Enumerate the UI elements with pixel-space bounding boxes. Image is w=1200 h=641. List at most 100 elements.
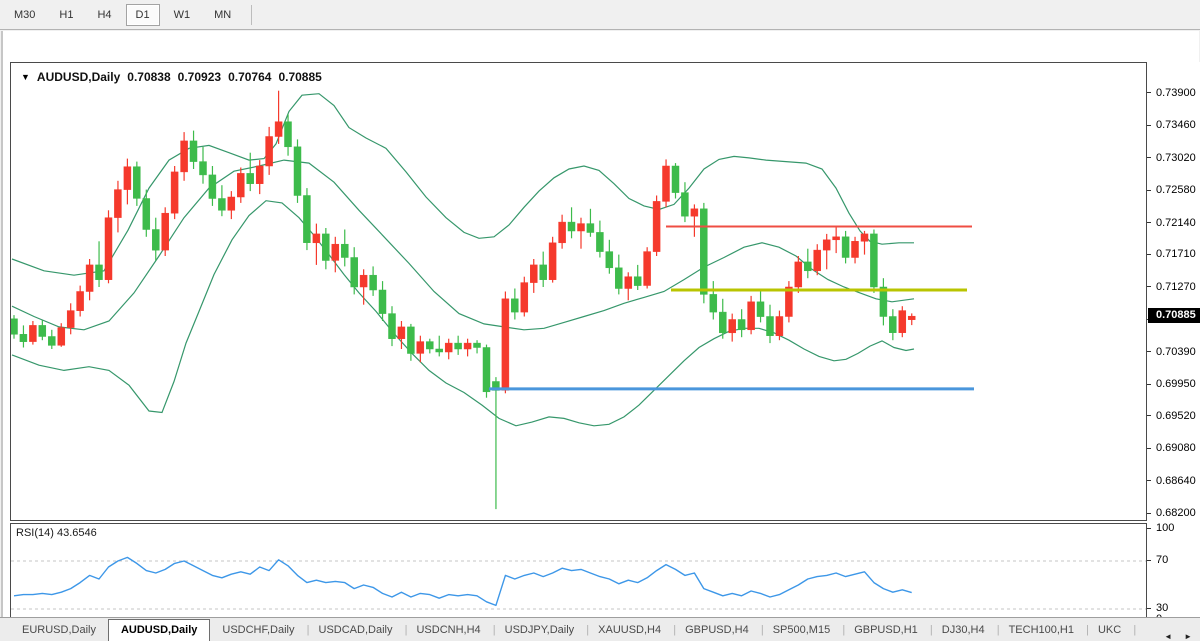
timeframe-button-m30[interactable]: M30 — [14, 8, 36, 21]
price-axis-label: 0.69950 — [1156, 378, 1196, 391]
price-axis-tick — [1147, 447, 1151, 449]
candle-body — [95, 264, 103, 280]
candle-body — [114, 189, 122, 218]
candle-body — [133, 166, 141, 199]
symbol-tab-gbpusd-h4[interactable]: GBPUSD,H4 — [673, 620, 763, 641]
candle-body — [633, 276, 642, 286]
price-axis-label: 0.69080 — [1156, 442, 1196, 455]
candle-body — [785, 286, 793, 317]
candle-body — [615, 267, 623, 289]
candle-body — [813, 249, 821, 272]
candle-body — [822, 239, 831, 251]
candle-body — [66, 310, 75, 328]
tab-scroll-right-icon[interactable]: ► — [1184, 632, 1192, 641]
candle-body — [76, 291, 84, 311]
candle-body — [690, 208, 699, 217]
candle-body — [189, 140, 198, 162]
symbol-tab-sp500-m15[interactable]: SP500,M15 — [761, 620, 846, 641]
price-axis-tick — [1147, 253, 1151, 255]
candle-body — [369, 274, 377, 291]
symbol-tab-gbpusd-h1[interactable]: GBPUSD,H1 — [842, 620, 932, 641]
price-axis[interactable]: 0.73900 0.73460 0.73020 0.72580 0.72140 0.717… — [1147, 62, 1200, 626]
candle-body — [577, 223, 585, 232]
candle-body — [747, 301, 755, 331]
symbol-tab-eurusd-daily[interactable]: EURUSD,Daily — [10, 620, 111, 641]
candle-body — [851, 241, 859, 258]
candle-body — [879, 286, 888, 317]
current-price-badge: 0.70885 — [1148, 308, 1200, 324]
timeframe-button-w1[interactable]: W1 — [173, 8, 191, 21]
candle-body — [567, 221, 576, 232]
rsi-axis-label: 70 — [1156, 554, 1169, 566]
rsi-axis-tick — [1147, 559, 1151, 561]
price-chart-panel[interactable]: ▼ AUDUSD,Daily 0.70838 0.70923 0.70764 0… — [10, 62, 1147, 521]
price-axis-tick — [1147, 415, 1151, 417]
timeframe-button-h1[interactable]: H1 — [59, 8, 74, 21]
candle-body — [331, 243, 340, 261]
price-axis-tick — [1147, 286, 1151, 288]
chart-title-row: ▼ AUDUSD,Daily 0.70838 0.70923 0.70764 0… — [21, 70, 322, 84]
candle-body — [652, 201, 661, 252]
candle-body — [123, 166, 132, 190]
candle-body — [407, 326, 415, 354]
chart-symbol-title: AUDUSD,Daily — [36, 70, 121, 84]
price-axis-label: 0.71270 — [1156, 280, 1196, 293]
candle-body — [643, 251, 651, 286]
candle-body — [454, 342, 462, 350]
candle-body — [889, 316, 897, 333]
price-axis-label: 0.70390 — [1156, 345, 1196, 358]
candle-body — [312, 233, 321, 244]
symbol-tab-usdchf-daily[interactable]: USDCHF,Daily — [210, 620, 309, 641]
candle-body — [227, 196, 236, 211]
candle-body — [293, 146, 302, 196]
candle-body — [388, 313, 396, 339]
symbol-tab-xauusd-h4[interactable]: XAUUSD,H4 — [586, 620, 676, 641]
symbol-tab-ukc[interactable]: UKC — [1086, 620, 1136, 641]
price-axis-tick — [1147, 189, 1151, 191]
candlestick-chart-canvas[interactable] — [11, 63, 1146, 520]
symbol-tab-bar: EURUSD,DailyAUDUSD,DailyUSDCHF,DailyUSDC… — [0, 617, 1200, 641]
symbol-tab-usdcad-daily[interactable]: USDCAD,Daily — [307, 620, 408, 641]
rsi-axis-tick — [1147, 607, 1151, 609]
ohlc-low: 0.70764 — [228, 70, 272, 84]
candle-body — [898, 310, 907, 333]
candle-body — [303, 195, 311, 243]
candle-body — [208, 174, 217, 199]
rsi-axis-tick — [1147, 527, 1151, 529]
symbol-tab-usdjpy-daily[interactable]: USDJPY,Daily — [493, 620, 589, 641]
symbol-tab-dj30-h4[interactable]: DJ30,H4 — [930, 620, 1000, 641]
candle-body — [246, 173, 254, 184]
price-axis-tick — [1147, 480, 1151, 482]
candle-body — [397, 326, 406, 339]
candle-body — [586, 223, 595, 233]
candle-body — [539, 264, 547, 280]
candle-body — [426, 341, 434, 350]
candle-body — [671, 165, 680, 193]
candle-body — [728, 319, 736, 334]
candle-body — [161, 212, 169, 251]
rsi-chart-canvas[interactable] — [11, 524, 1146, 625]
candle-body — [255, 165, 264, 184]
timeframe-button-h4[interactable]: H4 — [97, 8, 112, 21]
timeframe-button-mn[interactable]: MN — [214, 8, 232, 21]
rsi-indicator-panel[interactable]: RSI(14) 43.6546 — [10, 523, 1147, 626]
symbol-tab-tech100-h1[interactable]: TECH100,H1 — [997, 620, 1090, 641]
candle-body — [19, 334, 28, 342]
tab-scroll-left-icon[interactable]: ◄ — [1164, 632, 1173, 641]
ohlc-close: 0.70885 — [278, 70, 322, 84]
ohlc-open: 0.70838 — [127, 70, 171, 84]
candle-body — [180, 140, 188, 173]
candle-body — [38, 325, 47, 337]
price-axis-tick — [1147, 222, 1151, 224]
price-axis-tick — [1147, 124, 1151, 126]
candle-body — [142, 198, 151, 230]
candle-body — [199, 161, 207, 176]
candle-body — [341, 243, 349, 258]
symbol-tabs: EURUSD,DailyAUDUSD,DailyUSDCHF,DailyUSDC… — [10, 619, 1136, 641]
timeframe-button-d1[interactable]: D1 — [125, 3, 160, 26]
symbol-tab-audusd-daily[interactable]: AUDUSD,Daily — [107, 619, 211, 641]
symbol-tab-usdcnh-h4[interactable]: USDCNH,H4 — [404, 620, 495, 641]
candle-body — [265, 136, 273, 167]
chart-menu-caret-icon[interactable]: ▼ — [21, 72, 30, 82]
